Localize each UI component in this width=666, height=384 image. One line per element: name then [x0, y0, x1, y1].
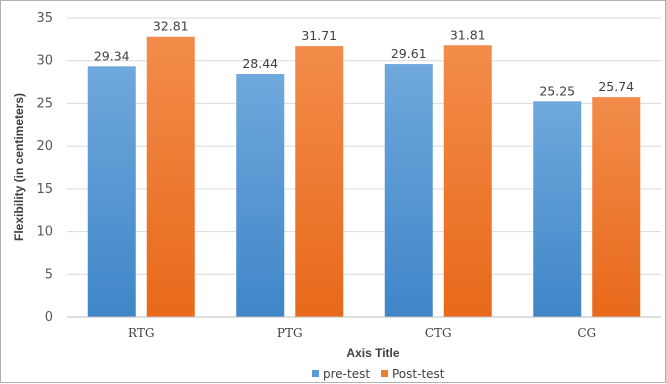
bar-ptg-pre-test: [236, 74, 285, 318]
y-tick-label-15: 15: [36, 182, 53, 197]
legend-swatch-post-test: [381, 370, 388, 377]
data-label-ptg-post-test: 31.71: [301, 28, 337, 43]
x-tick-label-ctg: CTG: [425, 326, 452, 340]
legend-swatch-pre-test: [312, 370, 319, 377]
bars: [87, 36, 641, 318]
bar-ctg-pre-test: [384, 64, 433, 317]
x-tick-label-ptg: PTG: [277, 326, 303, 340]
y-axis-title: Flexibility (in centimeters): [12, 93, 26, 241]
data-label-cg-post-test: 25.74: [598, 79, 634, 94]
data-label-ctg-post-test: 31.81: [450, 27, 486, 42]
x-axis-ticks: RTG PTG CTG CG: [67, 316, 661, 340]
x-tick-label-cg: CG: [577, 326, 596, 340]
data-label-cg-pre-test: 25.25: [539, 83, 575, 98]
y-tick-label-30: 30: [36, 54, 53, 69]
y-tick-label-10: 10: [36, 225, 53, 240]
bar-cg-pre-test: [533, 101, 582, 318]
legend-label-pre-test: pre-test: [323, 367, 370, 381]
bar-cg-post-test: [592, 97, 641, 317]
y-axis-ticks: 0 5 10 15 20 25 30 35: [36, 11, 53, 325]
data-label-ptg-pre-test: 28.44: [242, 56, 278, 71]
y-tick-label-35: 35: [36, 11, 53, 26]
legend: pre-test Post-test: [312, 367, 445, 381]
bar-ptg-post-test: [295, 46, 344, 318]
bar-rtg-post-test: [146, 36, 195, 317]
y-tick-label-5: 5: [45, 267, 53, 282]
y-tick-label-25: 25: [36, 96, 53, 111]
bar-rtg-pre-test: [87, 66, 136, 317]
y-tick-label-0: 0: [45, 310, 53, 325]
legend-label-post-test: Post-test: [392, 367, 445, 381]
data-label-ctg-pre-test: 29.61: [391, 46, 427, 61]
bar-ctg-post-test: [443, 45, 492, 318]
data-label-rtg-pre-test: 29.34: [94, 48, 130, 63]
y-tick-label-20: 20: [36, 139, 53, 154]
x-tick-label-rtg: RTG: [128, 326, 154, 340]
x-axis-title: Axis Title: [346, 346, 399, 360]
data-label-rtg-post-test: 32.81: [153, 19, 189, 34]
data-labels: 29.34 32.81 28.44 31.71 29.61 31.81 25.25 25.74: [94, 19, 634, 99]
